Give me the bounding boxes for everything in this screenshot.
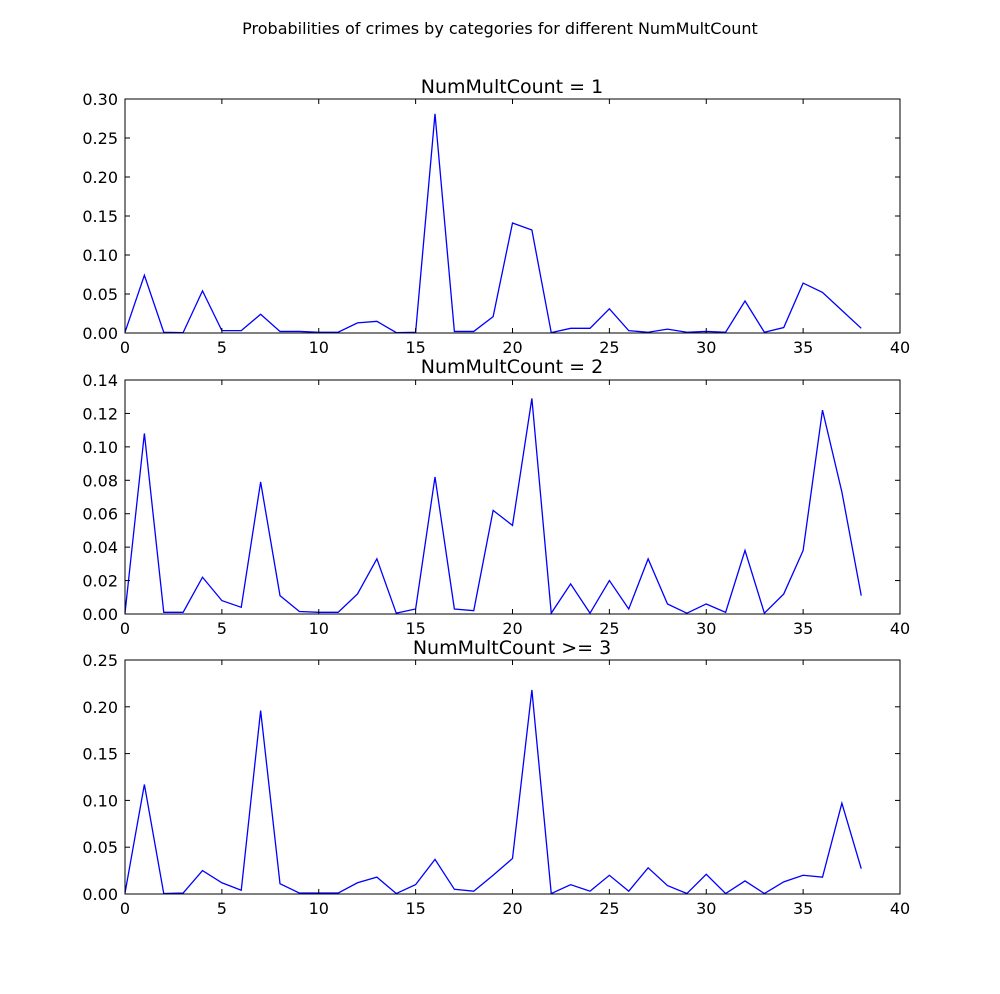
series-line: [124, 398, 862, 616]
subplot-1: NumMultCount = 1 0 5 10 15 20 25 30 35 40 0.00 0.0…: [82, 76, 910, 357]
y-tick-label: 0.30: [82, 90, 118, 109]
x-tick-label: 35: [793, 338, 813, 357]
y-tick-label: 0.05: [82, 838, 118, 857]
x-tick-label: 10: [309, 338, 329, 357]
x-tick-label: 0: [120, 338, 130, 357]
y-tick-label: 0.20: [82, 698, 118, 717]
x-tick-label: 20: [502, 619, 522, 638]
x-tick-label: 10: [309, 619, 329, 638]
y-tick-label: 0.06: [82, 505, 118, 524]
axes-frame: [124, 379, 901, 615]
y-tick-label: 0.00: [82, 324, 118, 343]
y-tick-label: 0.08: [82, 471, 118, 490]
subplot-title: NumMultCount = 1: [421, 76, 603, 98]
y-tick-label: 0.04: [82, 538, 118, 557]
x-tick-label: 25: [599, 338, 619, 357]
y-tick-label: 0.14: [82, 371, 118, 390]
y-tick-label: 0.20: [82, 168, 118, 187]
series-line: [124, 113, 862, 334]
x-tick-label: 40: [890, 338, 910, 357]
x-tick-label: 35: [793, 899, 813, 918]
axes-frame: [124, 98, 901, 334]
figure-suptitle: Probabilities of crimes by categories fo…: [242, 19, 758, 38]
y-tick-label: 0.00: [82, 605, 118, 624]
x-tick-label: 30: [696, 338, 716, 357]
x-tick-label: 5: [217, 338, 227, 357]
series-line: [124, 689, 862, 895]
x-tick-label: 15: [405, 338, 425, 357]
x-tick-label: 30: [696, 619, 716, 638]
y-tick-label: 0.12: [82, 404, 118, 423]
y-tick-label: 0.25: [82, 651, 118, 670]
y-tick-label: 0.00: [82, 885, 118, 904]
x-tick-label: 20: [502, 338, 522, 357]
y-tick-label: 0.15: [82, 745, 118, 764]
y-tick-label: 0.02: [82, 572, 118, 591]
x-tick-label: 0: [120, 899, 130, 918]
y-tick-label: 0.15: [82, 207, 118, 226]
x-tick-label: 35: [793, 619, 813, 638]
x-tick-label: 30: [696, 899, 716, 918]
x-tick-label: 20: [502, 899, 522, 918]
x-tick-label: 25: [599, 899, 619, 918]
x-tick-label: 40: [890, 619, 910, 638]
axes-frame: [124, 659, 901, 895]
x-tick-label: 40: [890, 899, 910, 918]
x-tick-label: 10: [309, 899, 329, 918]
x-tick-label: 25: [599, 619, 619, 638]
y-tick-label: 0.10: [82, 438, 118, 457]
subplot-title: NumMultCount >= 3: [413, 637, 611, 659]
x-tick-label: 15: [405, 899, 425, 918]
x-tick-label: 15: [405, 619, 425, 638]
x-tick-label: 5: [217, 899, 227, 918]
y-tick-label: 0.05: [82, 285, 118, 304]
x-tick-label: 0: [120, 619, 130, 638]
subplot-2: NumMultCount = 2 0 5 10 15 20 25 30 35 40 0.00 0.0…: [82, 356, 910, 638]
x-tick-label: 5: [217, 619, 227, 638]
y-tick-label: 0.25: [82, 129, 118, 148]
subplot-title: NumMultCount = 2: [421, 356, 603, 378]
y-tick-label: 0.10: [82, 791, 118, 810]
subplot-3: NumMultCount >= 3 0 5 10 15 20 25 30 35 40 0.00 0.…: [82, 637, 910, 918]
y-tick-label: 0.10: [82, 246, 118, 265]
